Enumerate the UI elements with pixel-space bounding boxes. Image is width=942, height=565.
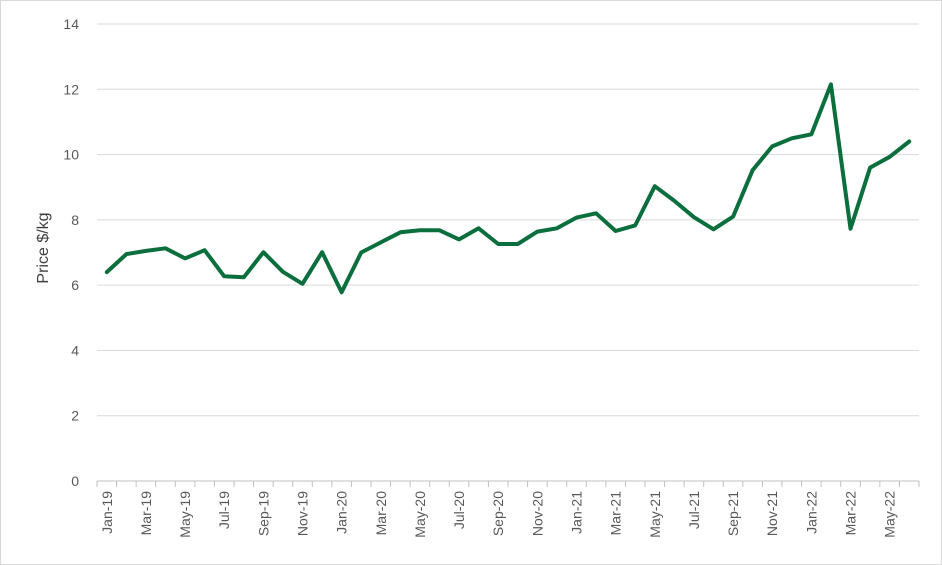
x-tick-label: Jan-22 — [803, 491, 819, 534]
x-tick-label: Mar-20 — [373, 491, 389, 536]
series-lines — [104, 82, 912, 295]
x-tick-label: Sep-19 — [255, 491, 271, 536]
y-tick-label: 12 — [63, 81, 79, 97]
y-tick-label: 6 — [71, 277, 79, 293]
x-tick-label: May-22 — [882, 491, 898, 538]
x-tick-label: May-19 — [177, 491, 193, 538]
y-tick-label: 10 — [63, 147, 79, 163]
x-tick-label: Jan-21 — [569, 491, 585, 534]
y-tick-label: 0 — [71, 473, 79, 489]
x-tick-label: Jan-20 — [334, 491, 350, 534]
x-tick-label: Jul-20 — [451, 491, 467, 529]
x-tick-label: May-21 — [647, 491, 663, 538]
x-tick-label: Nov-20 — [529, 491, 545, 536]
x-tick-label: Jul-19 — [216, 491, 232, 529]
y-axis-title: Price $/kg — [35, 212, 52, 283]
x-tick-label: May-20 — [412, 491, 428, 538]
y-tick-labels: 0 2 4 6 8 10 12 14 — [63, 16, 79, 489]
x-tick-label: Mar-22 — [843, 491, 859, 536]
x-tick-labels: Jan-19 Mar-19 May-19 Jul-19 Sep-19 Nov-19 Jan-… — [99, 491, 898, 538]
x-tick-label: Nov-19 — [295, 491, 311, 536]
x-tick-label: Jul-21 — [686, 491, 702, 529]
x-tick-label: Nov-21 — [764, 491, 780, 536]
series-line — [104, 82, 912, 295]
x-tick-label: Mar-19 — [138, 491, 154, 536]
y-tick-label: 2 — [71, 408, 79, 424]
y-tick-label: 14 — [63, 16, 79, 32]
y-tick-label: 4 — [71, 342, 79, 358]
y-tick-label: 8 — [71, 212, 79, 228]
x-tick-label: Sep-21 — [725, 491, 741, 536]
gridlines — [97, 23, 919, 417]
axes — [96, 480, 920, 487]
x-tick-label: Sep-20 — [490, 491, 506, 536]
x-tick-label: Jan-19 — [99, 491, 115, 534]
x-tick-label: Mar-21 — [608, 491, 624, 536]
